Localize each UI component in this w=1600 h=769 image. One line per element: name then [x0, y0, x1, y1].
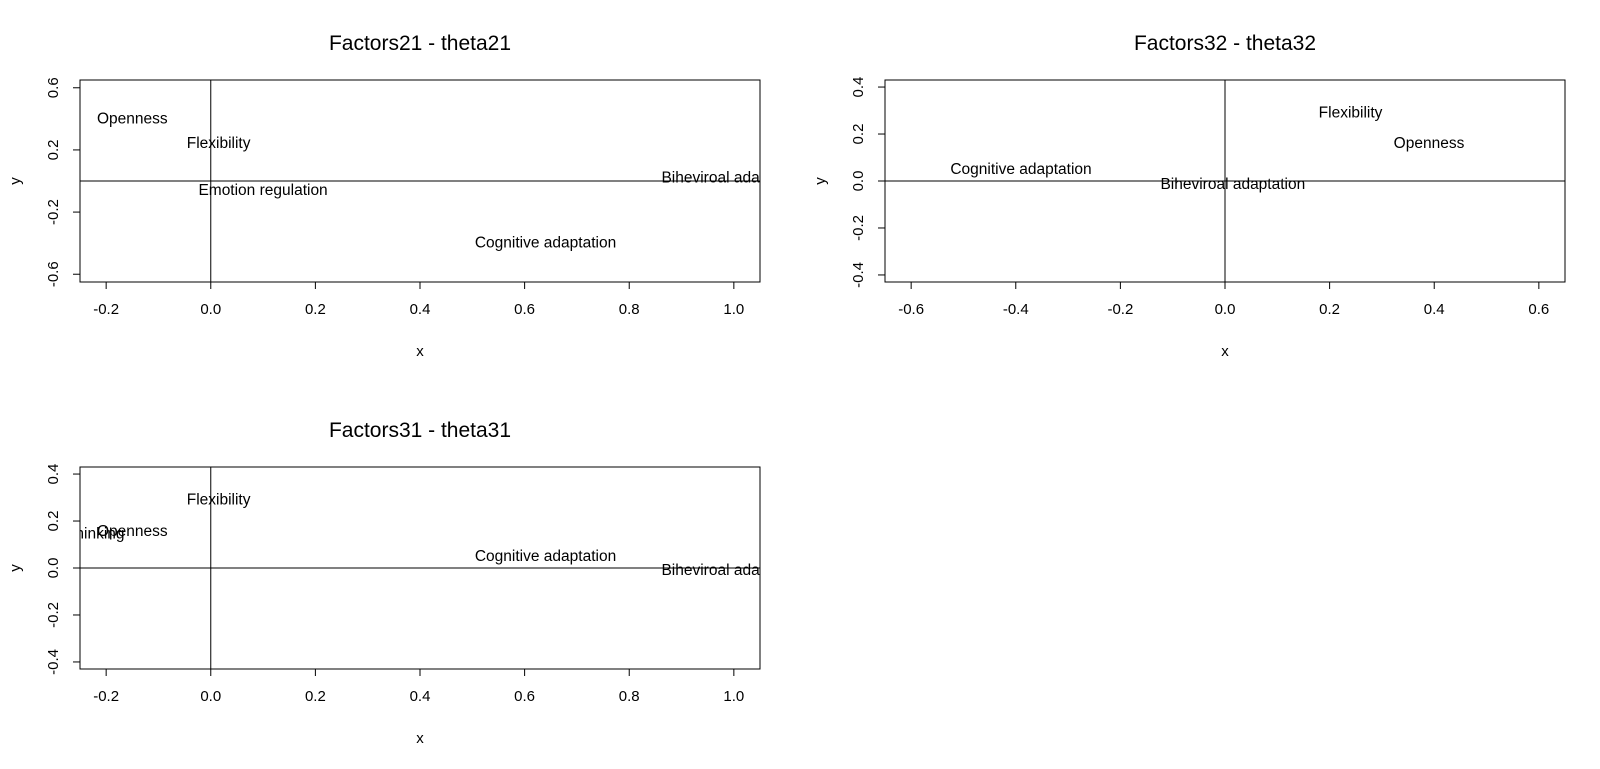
- point-label: Flexibility: [1319, 104, 1383, 121]
- x-tick-label: 0.6: [514, 688, 535, 705]
- point-labels: Openness Flexibility Emotion regulation Cog…: [97, 110, 806, 252]
- y-tick-label: -0.6: [45, 261, 62, 287]
- point-label: Cognitive adaptation: [950, 161, 1091, 178]
- y-axis-label: y: [7, 564, 24, 572]
- x-tick-label: 0.8: [619, 688, 640, 705]
- x-tick-label: 0.2: [305, 301, 326, 318]
- point-label: Openness: [97, 523, 168, 540]
- y-tick-label: 0.2: [45, 139, 62, 160]
- x-tick-label: 0.4: [1424, 301, 1445, 318]
- x-tick-label: 0.4: [410, 301, 431, 318]
- point-label: Biheviroal adaptation: [661, 169, 806, 186]
- y-tick-label: 0.2: [45, 511, 62, 532]
- scatter-panel-2: Factors32 - theta32 -0.6 -0.4 -0.2 0.0 0.2 0.4…: [812, 32, 1566, 360]
- y-axis-label: y: [812, 177, 829, 185]
- y-tick-label: 0.4: [45, 464, 62, 485]
- x-tick-label: 0.2: [1319, 301, 1340, 318]
- point-label: Cognitive adaptation: [475, 548, 616, 565]
- x-tick-label: -0.2: [93, 301, 119, 318]
- x-tick-label: 1.0: [723, 688, 744, 705]
- x-tick-label: 0.6: [514, 301, 535, 318]
- y-tick-label: 0.2: [850, 124, 867, 145]
- y-tick-label: 0.0: [45, 558, 62, 579]
- x-axis-label: x: [416, 343, 424, 360]
- x-tick-label: -0.2: [1107, 301, 1133, 318]
- y-tick-label: 0.4: [850, 77, 867, 98]
- point-label: Cognitive adaptation: [475, 235, 616, 252]
- chart-title: Factors31 - theta31: [329, 419, 511, 442]
- y-tick-label: -0.2: [850, 215, 867, 241]
- x-axis-label: x: [416, 730, 424, 747]
- point-labels: Flexibility Openness Cognitive adaptation B…: [950, 104, 1464, 193]
- x-tick-label: 0.6: [1528, 301, 1549, 318]
- y-tick-label: 0.0: [850, 171, 867, 192]
- y-tick-label: -0.2: [45, 199, 62, 225]
- x-tick-label: 1.0: [723, 301, 744, 318]
- scatter-panel-1: Factors21 - theta21 -0.2 0.0 0.2 0.4 0.6 0.8 1.…: [7, 32, 806, 360]
- point-label: Openness: [97, 110, 168, 127]
- x-tick-label: 0.0: [200, 688, 221, 705]
- x-tick-label: -0.6: [898, 301, 924, 318]
- x-tick-label: 0.8: [619, 301, 640, 318]
- x-axis-label: x: [1221, 343, 1229, 360]
- point-label: Openness: [1394, 135, 1465, 152]
- x-tick-label: 0.0: [1215, 301, 1236, 318]
- y-tick-label: -0.4: [850, 262, 867, 288]
- x-tick-label: 0.4: [410, 688, 431, 705]
- x-tick-label: 0.2: [305, 688, 326, 705]
- x-tick-label: -0.2: [93, 688, 119, 705]
- y-tick-label: 0.6: [45, 77, 62, 98]
- point-label: Biheviroal adaptation: [661, 562, 806, 579]
- chart-title: Factors32 - theta32: [1134, 32, 1316, 55]
- point-label: Flexibility: [187, 491, 251, 508]
- scatter-panel-3: Factors31 - theta31 -0.2 0.0 0.2 0.4 0.6 0.8 1.…: [7, 419, 806, 747]
- y-tick-label: -0.2: [45, 602, 62, 628]
- point-label: Emotion regulation: [198, 182, 327, 199]
- y-tick-label: -0.4: [45, 649, 62, 675]
- point-label: Flexibility: [187, 135, 251, 152]
- x-tick-label: 0.0: [200, 301, 221, 318]
- point-label: Biheviroal adaptation: [1160, 176, 1305, 193]
- point-label: Critical Thinking: [15, 525, 125, 542]
- y-axis-label: y: [7, 177, 24, 185]
- x-tick-label: -0.4: [1003, 301, 1029, 318]
- chart-title: Factors21 - theta21: [329, 32, 511, 55]
